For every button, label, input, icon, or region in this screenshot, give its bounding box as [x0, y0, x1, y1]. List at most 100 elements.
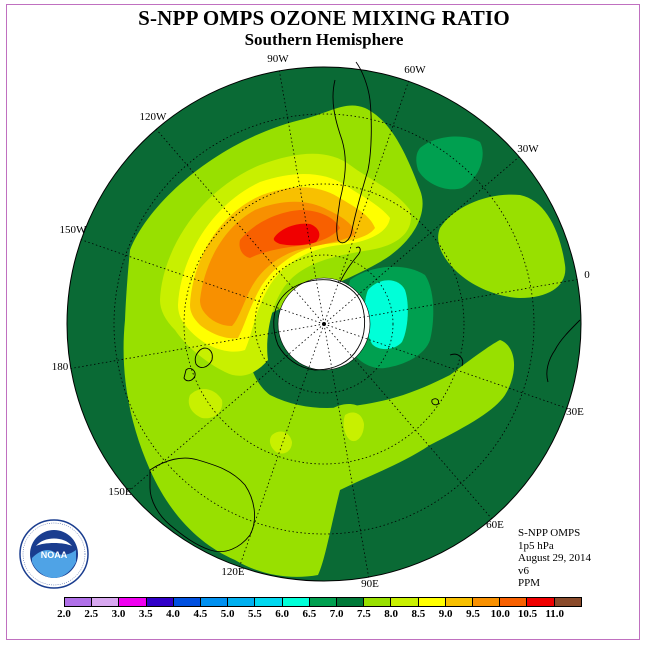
- contour-6-5: [416, 136, 483, 190]
- colorbar-swatch: [390, 597, 419, 607]
- latitude-circle-80: [254, 254, 394, 394]
- colorbar-tick-label: 6.5: [302, 608, 317, 620]
- antarctic-peninsula: [339, 246, 361, 283]
- instrument-label: S-NPP OMPS: [518, 527, 581, 539]
- contour-7-5-west: [188, 388, 223, 419]
- colorbar-swatch: [499, 597, 528, 607]
- meridian-150e: [128, 323, 325, 492]
- noaa-logo-text: NOAA: [41, 550, 68, 560]
- africa-coast: [546, 319, 581, 383]
- colorbar-tick-label: 5.0: [220, 608, 235, 620]
- meridian-120w: [155, 128, 325, 325]
- meridian-60e: [323, 323, 493, 520]
- lon-label-180: 180: [52, 361, 69, 373]
- colorbar-tick-label: 2.5: [84, 608, 99, 620]
- colorbar-tick-label: 11.0: [545, 608, 565, 620]
- colorbar-tick-label: 3.0: [111, 608, 126, 620]
- figure-title: S-NPP OMPS OZONE MIXING RATIO: [138, 6, 510, 30]
- lon-label-150e: 150E: [108, 486, 132, 498]
- colorbar-tick-label: 10.0: [490, 608, 510, 620]
- lon-label-120w: 120W: [140, 111, 168, 123]
- colorbar-swatch: [553, 597, 582, 607]
- metadata-block: S-NPP OMPS 1p5 hPa August 29, 2014 v6 PP…: [518, 527, 591, 590]
- colorbar-tick-label: 5.5: [247, 608, 262, 620]
- map-boundary: [66, 66, 582, 582]
- contour-10-0: [273, 223, 320, 246]
- colorbar: [64, 597, 582, 607]
- colorbar-tick-label: 7.0: [329, 608, 344, 620]
- contour-6-0: [364, 280, 408, 350]
- colorbar-swatch: [526, 597, 555, 607]
- new-zealand-coast: [194, 347, 213, 368]
- colorbar-swatch: [336, 597, 365, 607]
- australia-coast: [149, 457, 256, 553]
- lon-label-120e: 120E: [221, 566, 245, 578]
- latitude-circle-60: [183, 183, 465, 465]
- colorbar-swatch: [200, 597, 229, 607]
- meridian-30w: [323, 156, 520, 325]
- meridian-90w: [278, 68, 325, 325]
- colorbar-swatch: [444, 597, 474, 607]
- noaa-logo: NOAA: [19, 519, 89, 589]
- coastlines: [149, 61, 581, 553]
- colorbar-tick-label: 9.0: [438, 608, 453, 620]
- figure-frame: [6, 4, 640, 640]
- colorbar-swatch: [417, 597, 446, 607]
- colorbar-swatch: [145, 597, 174, 607]
- colorbar-tick-label: 8.0: [384, 608, 399, 620]
- colorbar-swatch: [308, 597, 338, 607]
- longitude-labels: 90W 60W 30W 0 30E 60E 90E 120E 150E 180 …: [52, 53, 591, 590]
- antarctica-coast: [273, 279, 366, 371]
- lon-label-90w: 90W: [267, 53, 289, 65]
- figure-subtitle: Southern Hemisphere: [244, 30, 404, 49]
- latitude-circle-40: [113, 113, 535, 535]
- lon-label-150w: 150W: [60, 224, 88, 236]
- date-label: August 29, 2014: [518, 552, 592, 565]
- south-america-coast: [332, 61, 372, 244]
- colorbar-swatch: [254, 597, 283, 607]
- contour-7-0-east: [438, 194, 566, 298]
- colorbar-tick-label: 6.0: [275, 608, 289, 620]
- contour-7-5-sw: [269, 431, 292, 454]
- colorbar-swatch: [227, 597, 256, 607]
- graticule: [67, 68, 581, 580]
- meridian-120e: [238, 323, 325, 569]
- colorbar-tick-label: 4.5: [193, 608, 208, 620]
- meridian-30e: [323, 323, 570, 410]
- lon-label-0: 0: [584, 269, 590, 281]
- lon-label-30e: 30E: [566, 406, 584, 418]
- meridian-150w: [78, 238, 325, 325]
- new-zealand-south: [183, 367, 196, 382]
- colorbar-swatch: [91, 597, 120, 607]
- colorbar-swatch: [363, 597, 392, 607]
- colorbar-tick-label: 4.0: [166, 608, 180, 620]
- colorbar-swatch: [281, 597, 310, 607]
- lon-label-60w: 60W: [404, 64, 426, 76]
- colorbar-swatch: [64, 597, 93, 607]
- kerguelen: [431, 398, 439, 406]
- colorbar-tick-label: 3.5: [138, 608, 153, 620]
- meridian-60w: [323, 79, 410, 325]
- colorbar-swatch: [472, 597, 501, 607]
- colorbar-tick-label: 9.5: [466, 608, 480, 620]
- colorbar-tick-label: 7.5: [357, 608, 371, 620]
- lon-label-30w: 30W: [517, 143, 539, 155]
- south-pole-marker: [322, 322, 326, 326]
- colorbar-tick-label: 8.5: [411, 608, 426, 620]
- version-label: v6: [518, 564, 529, 577]
- colorbar-swatch: [172, 597, 202, 607]
- meridian-0: [323, 278, 581, 325]
- meridian-180: [67, 323, 325, 370]
- lon-label-90e: 90E: [361, 578, 379, 590]
- colorbar-tick-label: 10.5: [517, 608, 538, 620]
- colorbar-tick-label: 2.0: [57, 608, 71, 620]
- pressure-level-label: 1p5 hPa: [518, 539, 554, 552]
- lon-label-60e: 60E: [486, 519, 504, 531]
- units-label: PPM: [518, 577, 541, 590]
- colorbar-ticks: 2.0 2.5 3.0 3.5 4.0 4.5 5.0 5.5 6.0 6.5 7.0 7.5 8.0 8…: [57, 607, 582, 621]
- contour-7-5-south: [343, 412, 364, 442]
- meridian-90e: [323, 323, 370, 580]
- colorbar-swatch: [118, 597, 147, 607]
